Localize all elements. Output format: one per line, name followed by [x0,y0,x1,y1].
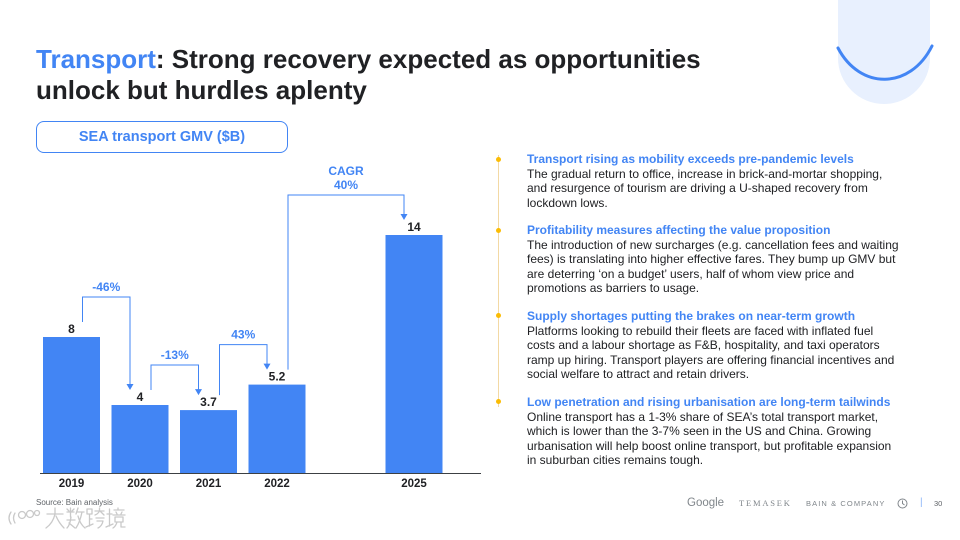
footer-separator: | [920,497,923,508]
growth-arrow-line-2019-2020 [82,296,131,385]
insight-body-line: are deterring ‘on a budget’ users, half … [527,266,855,281]
timeline-bullet-icon [495,399,501,404]
corner-decoration [836,0,934,104]
bar-2021 [180,410,237,473]
bar-2022 [248,384,306,473]
bain-logo: BAIN & COMPANY [806,499,886,508]
insight-body-line: The gradual return to office, increase i… [527,166,883,181]
insight-body-line: costs and a labour shortage as F&B, hosp… [527,338,880,352]
insight-block-mobility: Transport rising as mobility exceeds pre… [527,152,882,210]
insight-body-line: fees) is translating into higher effecti… [527,252,896,266]
insight-body-line: urbanisation will help boost online tran… [527,438,892,453]
growth-arrowhead-icon-2022-2025 [400,214,408,220]
timeline-line [497,155,499,407]
x-tick-label-2022: 2022 [264,478,290,490]
growth-arrow-line-2020-2021 [150,364,199,391]
growth-label-2022-2025: 40% [334,178,358,192]
google-logo: Google [687,497,725,509]
insight-body-line: and resurgence of tourism are driving a … [527,181,868,195]
slide-title: Transport: Strong recovery expected as o… [36,44,701,106]
timeline-bullet-icon [495,313,501,318]
smile-curve-icon [836,44,934,81]
growth-arrowhead-icon-2020-2021 [195,389,202,396]
insight-heading: Supply shortages putting the brakes on n… [527,309,856,323]
timeline-bullet-icon [495,157,501,162]
bain-circle-icon [897,498,908,509]
temasek-logo: TEMASEK [739,498,792,508]
insight-body-line: promotions as barriers to usage. [527,281,700,295]
insight-body-line: in suburban cities remains tough. [527,453,704,467]
insight-body-line: The introduction of new surcharges (e.g.… [527,237,899,252]
insight-block-profitability: Profitability measures affecting the val… [527,223,899,296]
title-line-1-rest: : Strong recovery expected as opportunit… [155,44,701,74]
bar-2025 [385,235,443,473]
insight-heading: Transport rising as mobility exceeds pre… [527,152,854,166]
value-label-2020: 4 [137,390,144,404]
value-label-2019: 8 [68,322,75,336]
bar-2020 [111,405,169,473]
growth-label-2019-2020: -46% [92,280,120,294]
corner-decoration-pill [838,0,930,104]
value-label-2021: 3.7 [200,395,217,409]
chart-title: SEA transport GMV ($B) [78,129,246,145]
insight-body-line: social welfare to attract and retain dri… [527,367,750,381]
x-tick-label-2019: 2019 [59,478,85,490]
growth-arrowhead-icon-2021-2022 [263,363,271,370]
x-tick-label-2021: 2021 [196,478,222,490]
title-highlight: Transport [36,44,156,74]
x-tick-label-2025: 2025 [401,478,427,490]
bar-chart: 8 2019 4 2020 3.7 2021 5.2 2022 14 2025 -46% -13% 43… [40,164,481,490]
value-label-2022: 5.2 [269,370,286,384]
insight-heading: Profitability measures affecting the val… [527,223,831,237]
x-tick-label-2020: 2020 [127,478,153,490]
title-line-2: unlock but hurdles aplenty [36,75,367,105]
growth-label-2020-2021: -13% [161,348,189,362]
insight-heading: Low penetration and rising urbanisation … [527,395,891,409]
insight-block-supply: Supply shortages putting the brakes on n… [527,309,894,382]
growth-arrowhead-icon-2019-2020 [126,384,134,390]
insight-block-penetration: Low penetration and rising urbanisation … [527,395,891,468]
insight-body-line: Platforms looking to rebuild their fleet… [527,323,874,338]
source-note: Source: Bain analysis [36,498,113,507]
growth-label-top-2022-2025: CAGR [328,164,364,178]
growth-arrow-line-2021-2022 [219,344,268,396]
bar-2019 [43,337,100,473]
timeline-bullet-icon [495,228,501,233]
insight-body-line: which is lower than the 3-7% seen in the… [527,424,872,438]
value-label-2025: 14 [407,220,421,234]
page-number: 30 [934,499,943,508]
watermark-logo [8,507,126,529]
growth-arrow-line-2022-2025 [287,194,405,370]
chart-title-box: SEA transport GMV ($B) [36,121,288,153]
insight-body-line: ramp up hiring. Transport players are of… [527,352,895,367]
insight-body-line: lockdown lows. [527,195,608,210]
insight-body-line: Online transport has a 1-3% share of SEA… [527,409,879,424]
growth-label-2021-2022: 43% [231,328,255,342]
title-line-1: Transport: Strong recovery expected as o… [36,44,701,75]
